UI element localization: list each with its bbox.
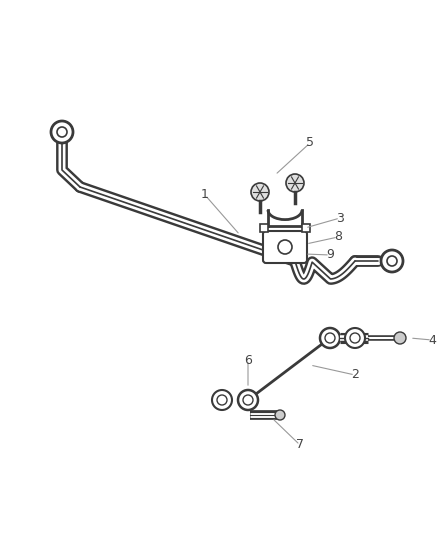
Text: 3: 3 — [336, 212, 344, 224]
Circle shape — [51, 121, 73, 143]
Circle shape — [278, 240, 292, 254]
Circle shape — [345, 328, 365, 348]
Circle shape — [275, 410, 285, 420]
FancyBboxPatch shape — [260, 224, 268, 232]
Text: 1: 1 — [201, 189, 209, 201]
Circle shape — [286, 174, 304, 192]
Circle shape — [238, 390, 258, 410]
Text: 6: 6 — [244, 353, 252, 367]
Text: 8: 8 — [334, 230, 342, 244]
Text: 5: 5 — [306, 136, 314, 149]
Text: 2: 2 — [351, 368, 359, 382]
Text: 4: 4 — [428, 334, 436, 346]
FancyBboxPatch shape — [263, 231, 307, 263]
Circle shape — [212, 390, 232, 410]
Text: 9: 9 — [326, 248, 334, 262]
Circle shape — [381, 250, 403, 272]
Text: 7: 7 — [296, 439, 304, 451]
Circle shape — [320, 328, 340, 348]
Circle shape — [394, 332, 406, 344]
Circle shape — [251, 183, 269, 201]
FancyBboxPatch shape — [302, 224, 310, 232]
